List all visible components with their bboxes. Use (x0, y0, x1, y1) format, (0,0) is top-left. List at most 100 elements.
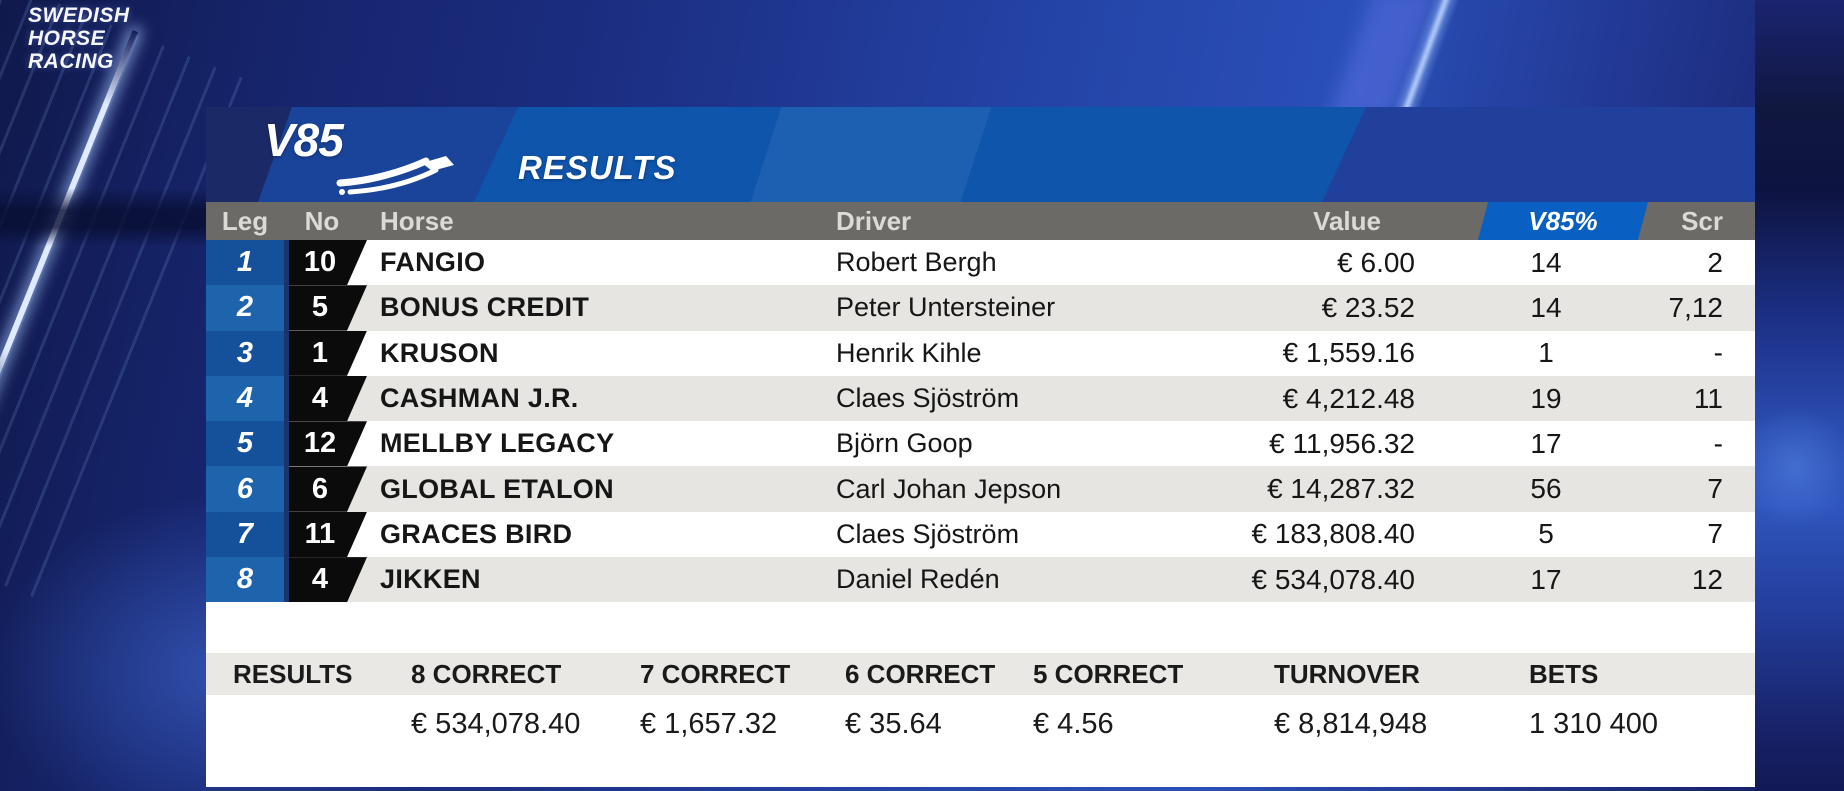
leg-separator (284, 330, 289, 376)
v85-percent: 14 (1530, 291, 1562, 323)
logo-line-2: HORSE (28, 27, 106, 50)
leg-number: 6 (206, 466, 284, 512)
scratched: 7 (1707, 518, 1723, 550)
scratched: 7 (1707, 473, 1723, 505)
logo-line-1: SWEDISH (28, 4, 130, 27)
leg-number: 5 (206, 421, 284, 467)
summary-value-row: € 534,078.40 € 1,657.32 € 35.64 € 4.56 €… (206, 703, 1755, 745)
driver-name: Peter Untersteiner (836, 292, 1056, 323)
driver-name: Claes Sjöström (836, 518, 1020, 549)
table-row: 2 5 BONUS CREDIT Peter Untersteiner € 23… (206, 285, 1755, 331)
value-amount: € 1,559.16 (1282, 337, 1415, 369)
column-header-value: Value (1313, 205, 1381, 236)
horse-number: 4 (311, 563, 329, 596)
summary-value-6correct: € 35.64 (845, 707, 942, 740)
v85-percent: 5 (1538, 518, 1554, 550)
leg-separator (284, 240, 289, 286)
column-header-leg: Leg (221, 205, 269, 236)
v85-percent: 1 (1538, 337, 1554, 369)
leg-separator (284, 285, 289, 331)
panel-title: RESULTS (518, 149, 677, 186)
horse-name: JIKKEN (380, 564, 481, 595)
horse-name: MELLBY LEGACY (380, 428, 615, 459)
panel-header: V85 RESULTS (206, 107, 1755, 202)
header-royal-band (1322, 107, 1755, 202)
leg-number: 4 (206, 375, 284, 422)
scratched: - (1713, 427, 1723, 459)
summary-label-results: RESULTS (233, 658, 353, 689)
value-amount: € 23.52 (1321, 291, 1415, 323)
horse-name: KRUSON (380, 337, 499, 368)
value-amount: € 11,956.32 (1269, 427, 1415, 459)
v85-percent: 14 (1530, 246, 1562, 278)
horse-number: 4 (311, 382, 329, 415)
summary-value-7correct: € 1,657.32 (640, 707, 778, 740)
table-row: 4 4 CASHMAN J.R. Claes Sjöström € 4,212.… (206, 375, 1755, 422)
driver-name: Robert Bergh (836, 247, 997, 278)
summary-label-8correct: 8 CORRECT (411, 658, 562, 689)
horse-number: 1 (311, 336, 329, 369)
summary-label-7correct: 7 CORRECT (640, 658, 791, 689)
scratched: 12 (1691, 563, 1723, 595)
horse-swoosh-icon (336, 156, 454, 195)
value-amount: € 183,808.40 (1251, 518, 1416, 550)
summary-label-5correct: 5 CORRECT (1033, 658, 1184, 689)
value-amount: € 14,287.32 (1267, 473, 1415, 505)
scratched: 11 (1693, 382, 1723, 414)
table-row: 3 1 KRUSON Henrik Kihle € 1,559.16 1 - (206, 330, 1755, 376)
v85-percent: 17 (1530, 427, 1562, 459)
scratched: 2 (1707, 246, 1723, 278)
horse-number: 11 (304, 517, 336, 550)
leg-separator (284, 557, 289, 603)
horse-number: 6 (311, 472, 329, 505)
leg-number: 2 (206, 285, 284, 331)
leg-number: 8 (206, 557, 284, 603)
summary-value-5correct: € 4.56 (1033, 707, 1114, 740)
horse-number: 5 (311, 291, 329, 324)
background-right-band (1755, 0, 1844, 791)
v85-percent: 56 (1530, 473, 1562, 505)
column-header-no: No (304, 205, 340, 236)
value-amount: € 4,212.48 (1282, 382, 1415, 414)
column-header-row: Leg No Horse Driver Value V85% Scr (206, 202, 1755, 240)
table-row: 6 6 GLOBAL ETALON Carl Johan Jepson € 14… (206, 466, 1755, 512)
horse-name: FANGIO (380, 247, 486, 278)
horse-name: GLOBAL ETALON (380, 473, 614, 504)
column-header-scr: Scr (1681, 205, 1723, 236)
leg-separator (284, 466, 289, 512)
table-row: 5 12 MELLBY LEGACY Björn Goop € 11,956.3… (206, 421, 1755, 467)
leg-number: 3 (206, 330, 284, 376)
table-row: 1 10 FANGIO Robert Bergh € 6.00 14 2 (206, 240, 1755, 286)
column-header-horse: Horse (380, 205, 454, 236)
driver-name: Henrik Kihle (836, 337, 982, 368)
logo-line-3: RACING (28, 50, 114, 73)
horse-name: BONUS CREDIT (380, 292, 590, 323)
value-amount: € 6.00 (1337, 246, 1415, 278)
column-header-driver: Driver (836, 205, 912, 236)
summary-label-band: RESULTS 8 CORRECT 7 CORRECT 6 CORRECT 5 … (206, 653, 1755, 695)
table-row: 8 4 JIKKEN Daniel Redén € 534,078.40 17 … (206, 557, 1755, 603)
leg-separator (284, 511, 289, 558)
results-table-body: 1 10 FANGIO Robert Bergh € 6.00 14 2 2 5… (206, 240, 1755, 603)
driver-name: Daniel Redén (836, 564, 1000, 595)
summary-label-6correct: 6 CORRECT (845, 658, 996, 689)
v85-percent: 17 (1530, 563, 1562, 595)
leg-number: 7 (206, 511, 284, 558)
summary-value-8correct: € 534,078.40 (411, 707, 581, 740)
horse-number: 12 (303, 427, 337, 460)
broadcaster-logo: SWEDISH HORSE RACING (28, 4, 130, 73)
scratched: 7,12 (1668, 291, 1724, 323)
value-amount: € 534,078.40 (1251, 563, 1416, 595)
leg-separator (284, 375, 289, 422)
horse-name: CASHMAN J.R. (380, 383, 579, 414)
summary-value-bets: 1 310 400 (1529, 707, 1659, 740)
leg-number: 1 (206, 240, 284, 286)
leg-separator (284, 421, 289, 467)
horse-name: GRACES BIRD (380, 518, 573, 549)
column-header-v85: V85% (1528, 205, 1598, 236)
horse-number: 10 (303, 246, 337, 279)
v85-percent: 19 (1530, 382, 1562, 414)
summary-label-turnover: TURNOVER (1274, 658, 1420, 689)
summary-label-bets: BETS (1529, 658, 1599, 689)
driver-name: Carl Johan Jepson (836, 473, 1062, 504)
